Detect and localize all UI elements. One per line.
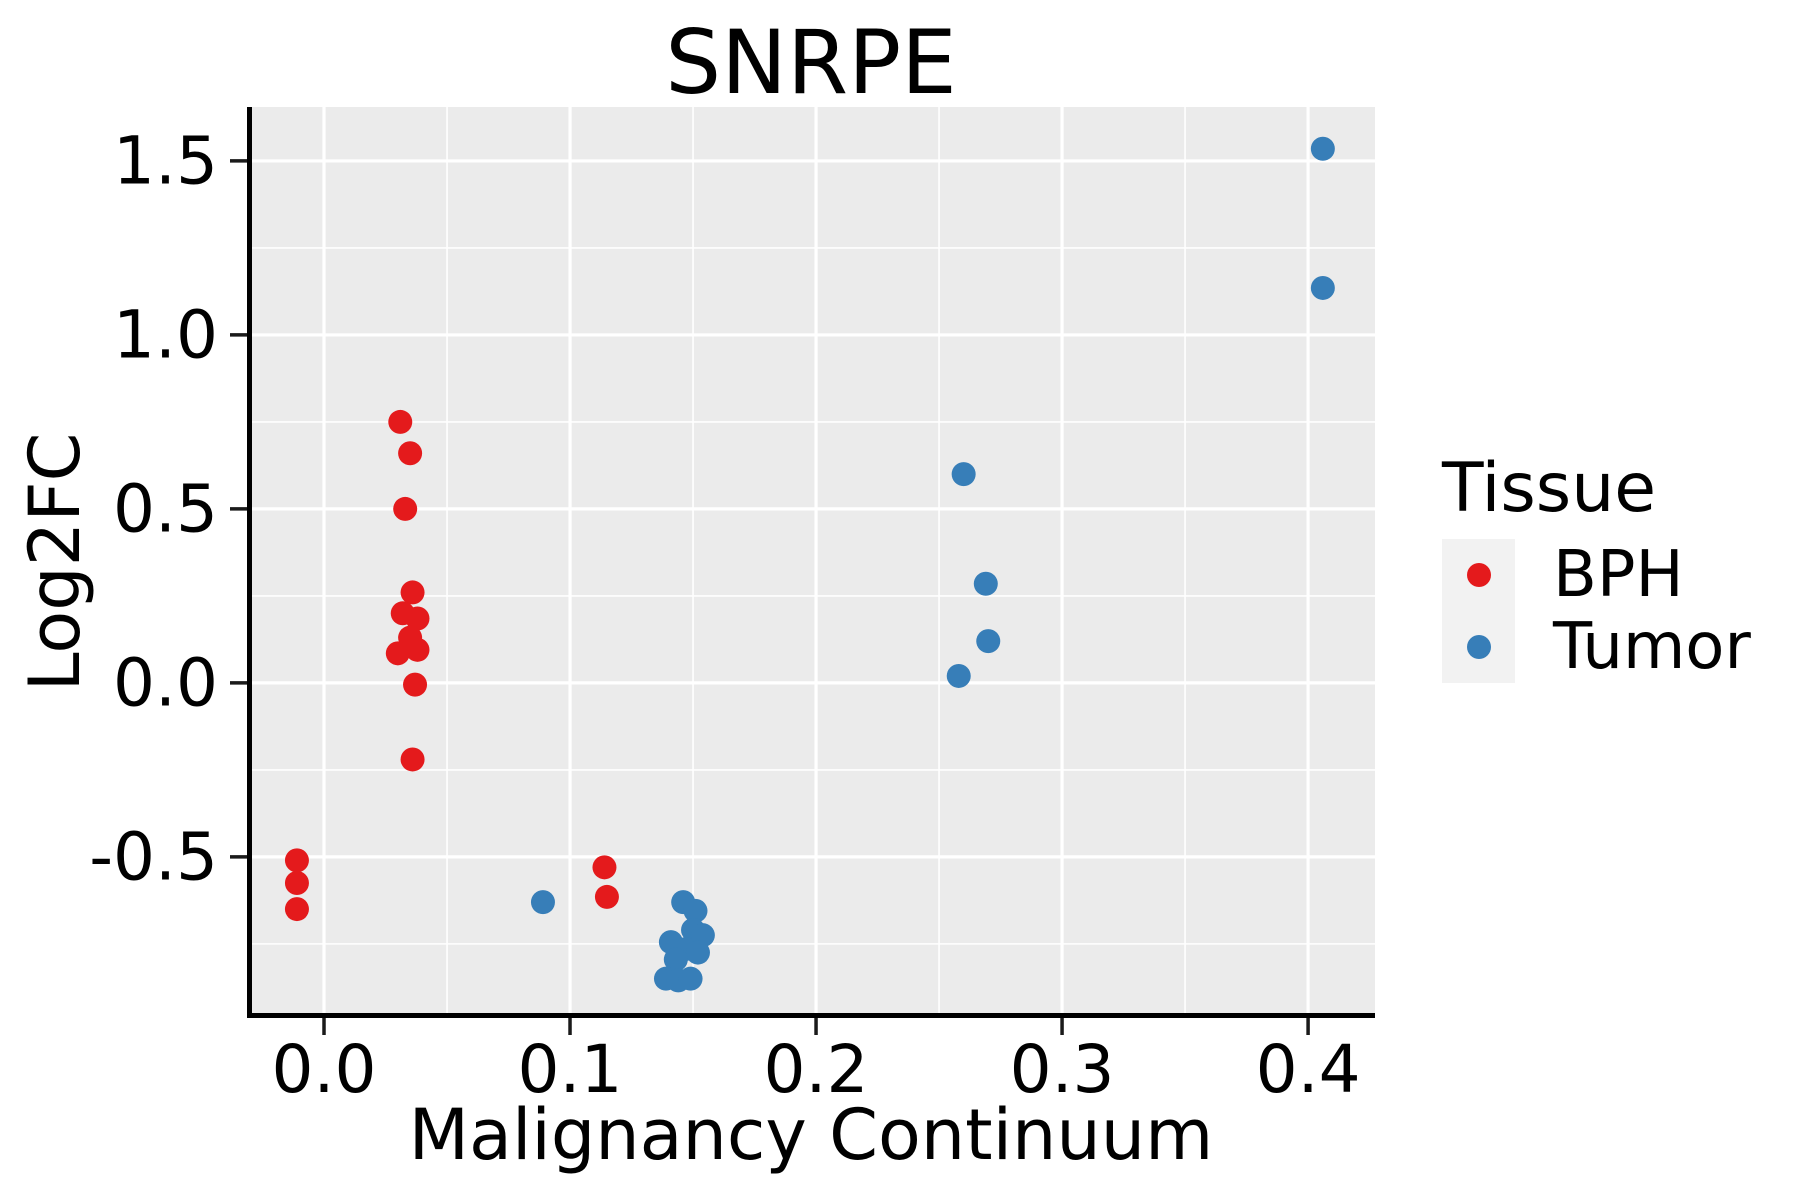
legend-item-bph: BPH — [1442, 537, 1751, 612]
data-point-bph — [592, 855, 617, 880]
data-point-tumor — [530, 890, 555, 915]
x-tick-label: 0.4 — [1256, 1031, 1361, 1108]
y-tick-label: 1.0 — [113, 296, 218, 373]
data-point-bph — [398, 441, 423, 466]
y-axis-spine — [247, 107, 252, 1018]
x-tick-label: 0.1 — [518, 1031, 623, 1108]
data-point-bph — [393, 496, 418, 521]
x-axis-title: Malignancy Continuum — [408, 1094, 1214, 1176]
data-point-bph — [405, 637, 430, 662]
data-point-bph — [400, 580, 425, 605]
y-tick-label: 0.5 — [113, 470, 218, 547]
tumor-dot-icon — [1466, 634, 1491, 659]
data-point-tumor — [973, 571, 998, 596]
data-point-tumor — [951, 462, 976, 487]
bph-dot-icon — [1466, 562, 1491, 587]
x-tick-label: 0.3 — [1010, 1031, 1115, 1108]
x-tick-label: 0.0 — [272, 1031, 377, 1108]
legend-label-tumor: Tumor — [1553, 609, 1751, 684]
data-point-bph — [403, 672, 428, 697]
data-point-bph — [400, 747, 425, 772]
y-tick-label: 0.0 — [113, 644, 218, 721]
data-point-tumor — [685, 940, 710, 965]
data-point-tumor — [946, 663, 971, 688]
data-point-tumor — [976, 629, 1001, 654]
data-point-tumor — [1310, 136, 1335, 161]
legend-item-tumor: Tumor — [1442, 609, 1751, 684]
legend-key-tumor — [1442, 610, 1515, 683]
x-axis-spine — [247, 1013, 1375, 1018]
data-point-bph — [284, 848, 309, 873]
legend: Tissue BPH Tumor — [1442, 440, 1751, 684]
data-point-bph — [405, 606, 430, 631]
x-tick-label: 0.2 — [764, 1031, 869, 1108]
data-point-bph — [594, 884, 619, 909]
data-point-tumor — [663, 947, 688, 972]
data-point-bph — [284, 870, 309, 895]
y-tick-label: 1.5 — [113, 122, 218, 199]
data-point-bph — [385, 641, 410, 666]
chart-title: SNRPE — [665, 11, 957, 114]
data-point-tumor — [1310, 275, 1335, 300]
data-point-tumor — [683, 898, 708, 923]
legend-key-bph — [1442, 538, 1515, 611]
legend-title: Tissue — [1442, 449, 1657, 528]
y-tick-label: -0.5 — [89, 818, 218, 895]
legend-label-bph: BPH — [1553, 537, 1684, 612]
data-point-tumor — [678, 966, 703, 991]
data-point-bph — [284, 897, 309, 922]
data-point-bph — [388, 409, 413, 434]
plot-panel — [247, 107, 1375, 1018]
